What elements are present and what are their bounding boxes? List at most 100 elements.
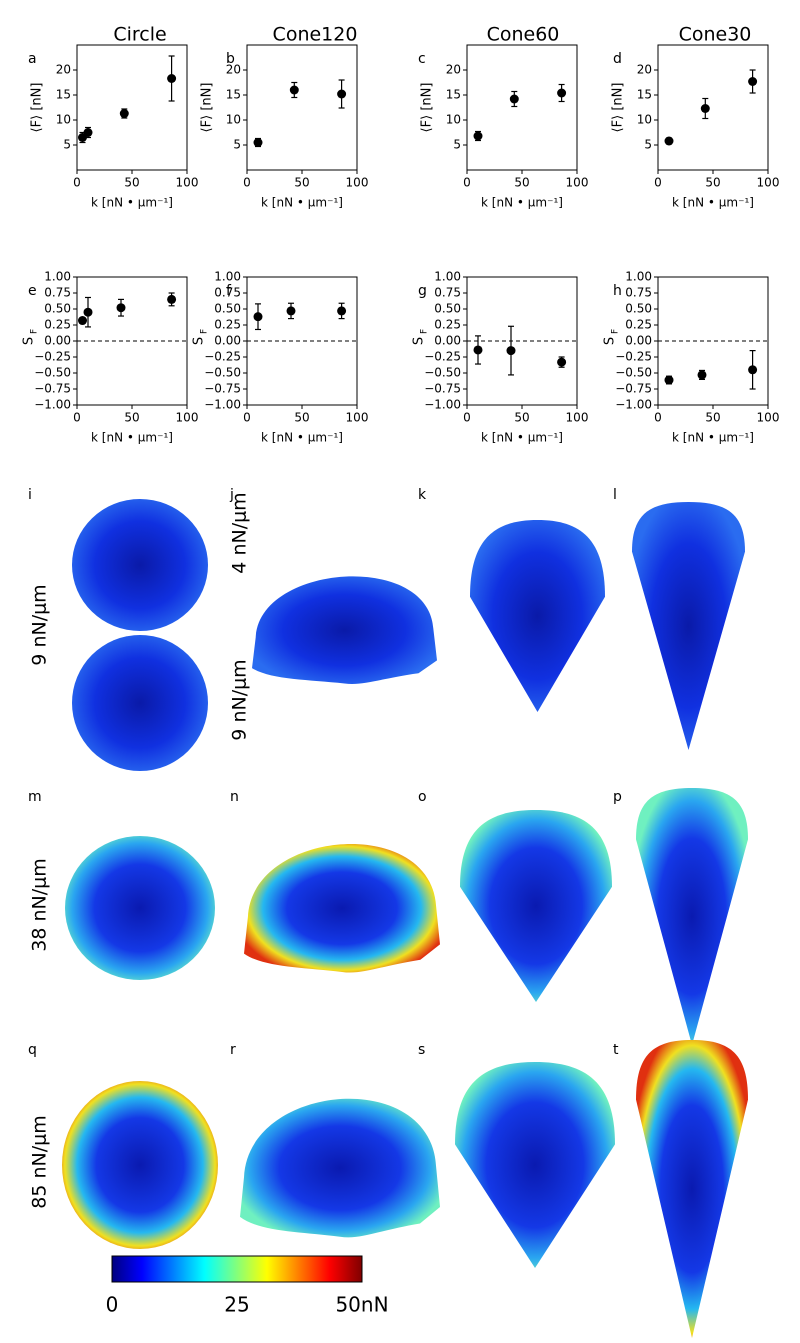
y-axis-label-text: ⟨F⟩ [nN]: [30, 83, 45, 133]
y-tick-label: 0.50: [44, 302, 71, 316]
y-axis-label: SF: [412, 329, 430, 345]
point: [700, 104, 710, 113]
x-tick-label: 50: [294, 411, 309, 425]
point: [748, 77, 758, 86]
column-title: Circle: [113, 24, 166, 46]
point: [337, 306, 347, 316]
y-tick-label: 0.25: [214, 318, 241, 332]
y-tick-label: 0.00: [214, 334, 241, 348]
y-tick-label: 0.25: [44, 318, 71, 332]
y-axis-label-sub: F: [200, 329, 210, 334]
x-tick-label: 50: [705, 176, 720, 190]
y-tick-label: 0.75: [434, 286, 461, 300]
x-tick-label: 50: [294, 176, 309, 190]
x-tick-label: 100: [566, 176, 589, 190]
plot-frame: [76, 44, 188, 171]
column-title: Cone30: [679, 24, 752, 46]
panel-label: c: [418, 51, 426, 67]
panel-label: j: [229, 487, 234, 503]
plot-frame: [657, 44, 769, 171]
y-tick-label: 0.75: [214, 286, 241, 300]
panel-label: p: [613, 789, 622, 805]
cell-map: [62, 1081, 218, 1249]
y-tick-label: 10: [56, 113, 71, 127]
point: [167, 74, 177, 83]
point: [748, 365, 758, 375]
y-tick-label: 5: [63, 138, 71, 152]
colorbar-tick-label: 25: [224, 1293, 249, 1317]
x-tick-label: 100: [176, 176, 199, 190]
point: [337, 89, 347, 99]
cell-map: [240, 1098, 440, 1238]
x-tick-label: 0: [243, 411, 251, 425]
x-tick-label: 0: [654, 411, 662, 425]
cell-map: [455, 1062, 615, 1268]
x-axis-label: k [nN • μm⁻¹]: [91, 431, 173, 445]
plot-frame: [466, 44, 578, 171]
y-tick-label: 0.00: [44, 334, 71, 348]
y-tick-label: 0.50: [434, 302, 461, 316]
colorbar: [111, 1255, 363, 1283]
x-axis-label: k [nN • μm⁻¹]: [261, 431, 343, 445]
panel-label: a: [28, 51, 37, 67]
point: [664, 136, 674, 146]
y-tick-label: 1.00: [434, 270, 461, 284]
y-tick-label: 5: [233, 138, 241, 152]
point: [664, 375, 674, 385]
point: [83, 128, 93, 137]
y-axis-label-text: ⟨F⟩ [nN]: [200, 83, 215, 133]
x-tick-label: 100: [757, 176, 780, 190]
cell-map: [470, 520, 605, 712]
y-axis-label-text: ⟨F⟩ [nN]: [611, 83, 626, 133]
x-tick-label: 100: [566, 411, 589, 425]
panel-label: s: [418, 1042, 425, 1058]
y-tick-label: 10: [446, 113, 461, 127]
panel-label: n: [230, 789, 239, 805]
panel-label: d: [613, 51, 622, 67]
y-axis-label: ⟨F⟩ [nN]: [30, 83, 45, 133]
y-axis-label: SF: [22, 329, 40, 345]
point: [167, 294, 177, 304]
x-tick-label: 100: [346, 411, 369, 425]
panel-label: q: [28, 1042, 37, 1058]
y-tick-label: −1.00: [204, 398, 241, 412]
x-tick-label: 100: [757, 411, 780, 425]
y-tick-label: 20: [637, 63, 652, 77]
point: [473, 345, 483, 355]
point: [78, 316, 87, 326]
y-tick-label: 20: [56, 63, 71, 77]
y-axis-label-sub: F: [611, 329, 621, 334]
y-tick-label: 1.00: [625, 270, 652, 284]
y-axis-label-text: S: [603, 337, 618, 345]
panel-label: b: [226, 51, 235, 67]
row-label: 4 nN/μm: [229, 492, 251, 573]
y-tick-label: −0.50: [615, 366, 652, 380]
panel-label: i: [28, 487, 32, 503]
point: [253, 312, 263, 322]
y-axis-label: ⟨F⟩ [nN]: [611, 83, 626, 133]
point: [509, 94, 519, 104]
colorbar-tick-label: 0: [106, 1293, 119, 1317]
row-label: 9 nN/μm: [229, 659, 251, 740]
cell-map: [460, 810, 612, 1002]
y-axis-label: SF: [603, 329, 621, 345]
y-tick-label: 0.25: [434, 318, 461, 332]
point: [289, 85, 299, 95]
y-tick-label: −1.00: [34, 398, 71, 412]
cell-map: [72, 635, 208, 771]
panel-label: f: [226, 283, 232, 299]
y-tick-label: −0.75: [204, 382, 241, 396]
column-title: Cone60: [487, 24, 560, 46]
y-tick-label: 1.00: [44, 270, 71, 284]
row-label: 9 nN/μm: [29, 584, 51, 665]
y-tick-label: −0.75: [615, 382, 652, 396]
panel-label: m: [28, 789, 42, 805]
y-tick-label: 15: [56, 88, 71, 102]
x-tick-label: 100: [346, 176, 369, 190]
panel-label: h: [613, 283, 622, 299]
cell-map: [632, 502, 745, 750]
point: [697, 370, 707, 380]
y-tick-label: 20: [226, 63, 241, 77]
panel-label: g: [418, 283, 427, 299]
